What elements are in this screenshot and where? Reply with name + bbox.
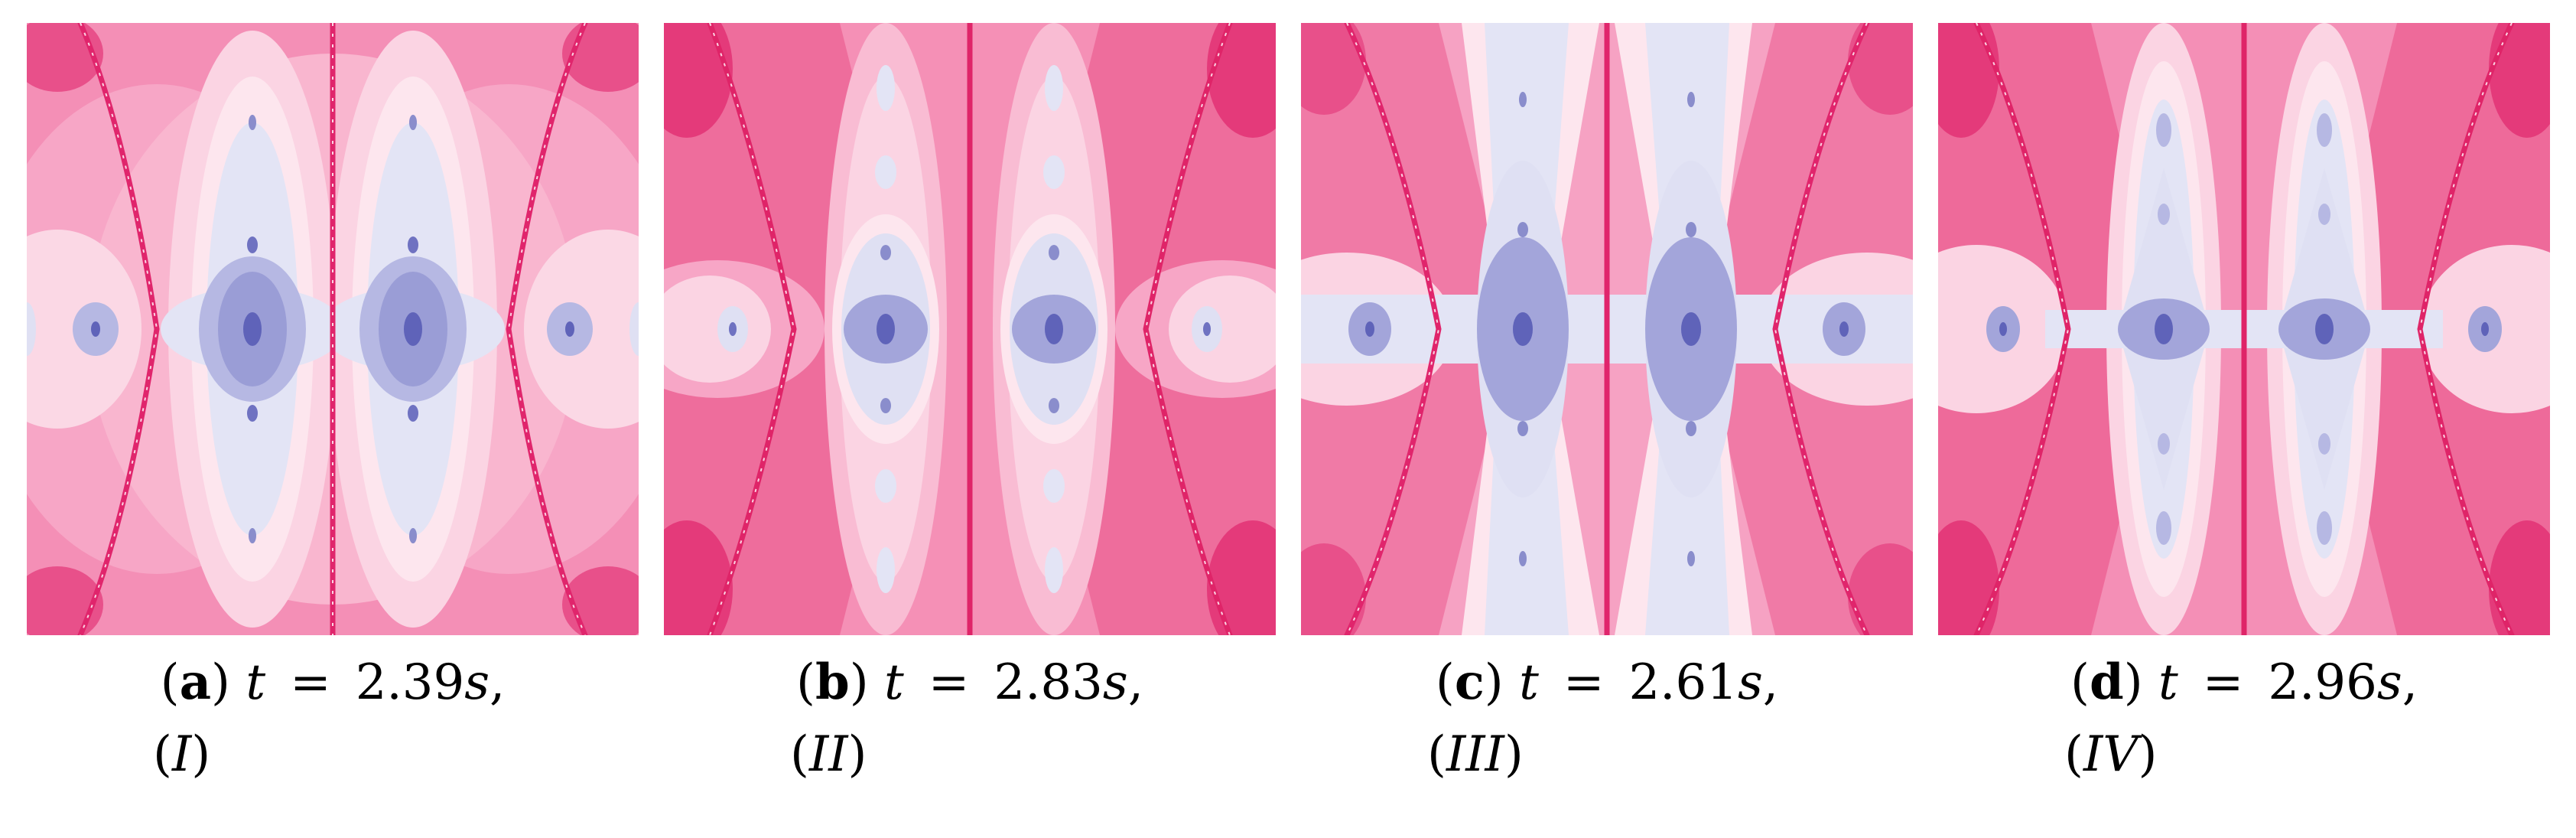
caption-d: (d) t = 2.96s, (IV) (1938, 647, 2550, 791)
time-variable: t (246, 654, 266, 711)
panel-label: (c) (1435, 654, 1504, 711)
contour-map-a (27, 23, 639, 635)
time-unit: s (2376, 654, 2402, 711)
time-unit: s (1102, 654, 1128, 711)
contour-plot-a (27, 23, 639, 635)
equals-sign: = (2202, 654, 2244, 711)
time-value: 2.96 (2268, 654, 2377, 711)
caption-b: (b) t = 2.83s, (II) (664, 647, 1276, 791)
equals-sign: = (928, 654, 970, 711)
time-unit: s (464, 654, 490, 711)
time-variable: t (2158, 654, 2178, 711)
equals-sign: = (290, 654, 331, 711)
caption-a: (a) t = 2.39s, (I) (27, 647, 639, 791)
contour-map-d (1938, 23, 2550, 635)
contour-plot-b (664, 23, 1276, 635)
time-variable: t (884, 654, 904, 711)
time-value: 2.83 (994, 654, 1103, 711)
contour-map-c (1301, 23, 1913, 635)
caption-c: (c) t = 2.61s, (III) (1301, 647, 1913, 791)
time-value: 2.61 (1628, 654, 1738, 711)
panel-label: (a) (160, 654, 231, 711)
contour-plot-c (1301, 23, 1913, 635)
equals-sign: = (1563, 654, 1605, 711)
regime-label: (IV) (2064, 726, 2158, 783)
time-unit: s (1737, 654, 1763, 711)
contour-map-b (664, 23, 1276, 635)
regime-label: (II) (790, 726, 867, 783)
panel-label: (d) (2070, 654, 2143, 711)
time-value: 2.39 (355, 654, 465, 711)
contour-plot-d (1938, 23, 2550, 635)
regime-label: (III) (1427, 726, 1524, 783)
time-variable: t (1519, 654, 1539, 711)
regime-label: (I) (153, 726, 211, 783)
panel-label: (b) (795, 654, 869, 711)
